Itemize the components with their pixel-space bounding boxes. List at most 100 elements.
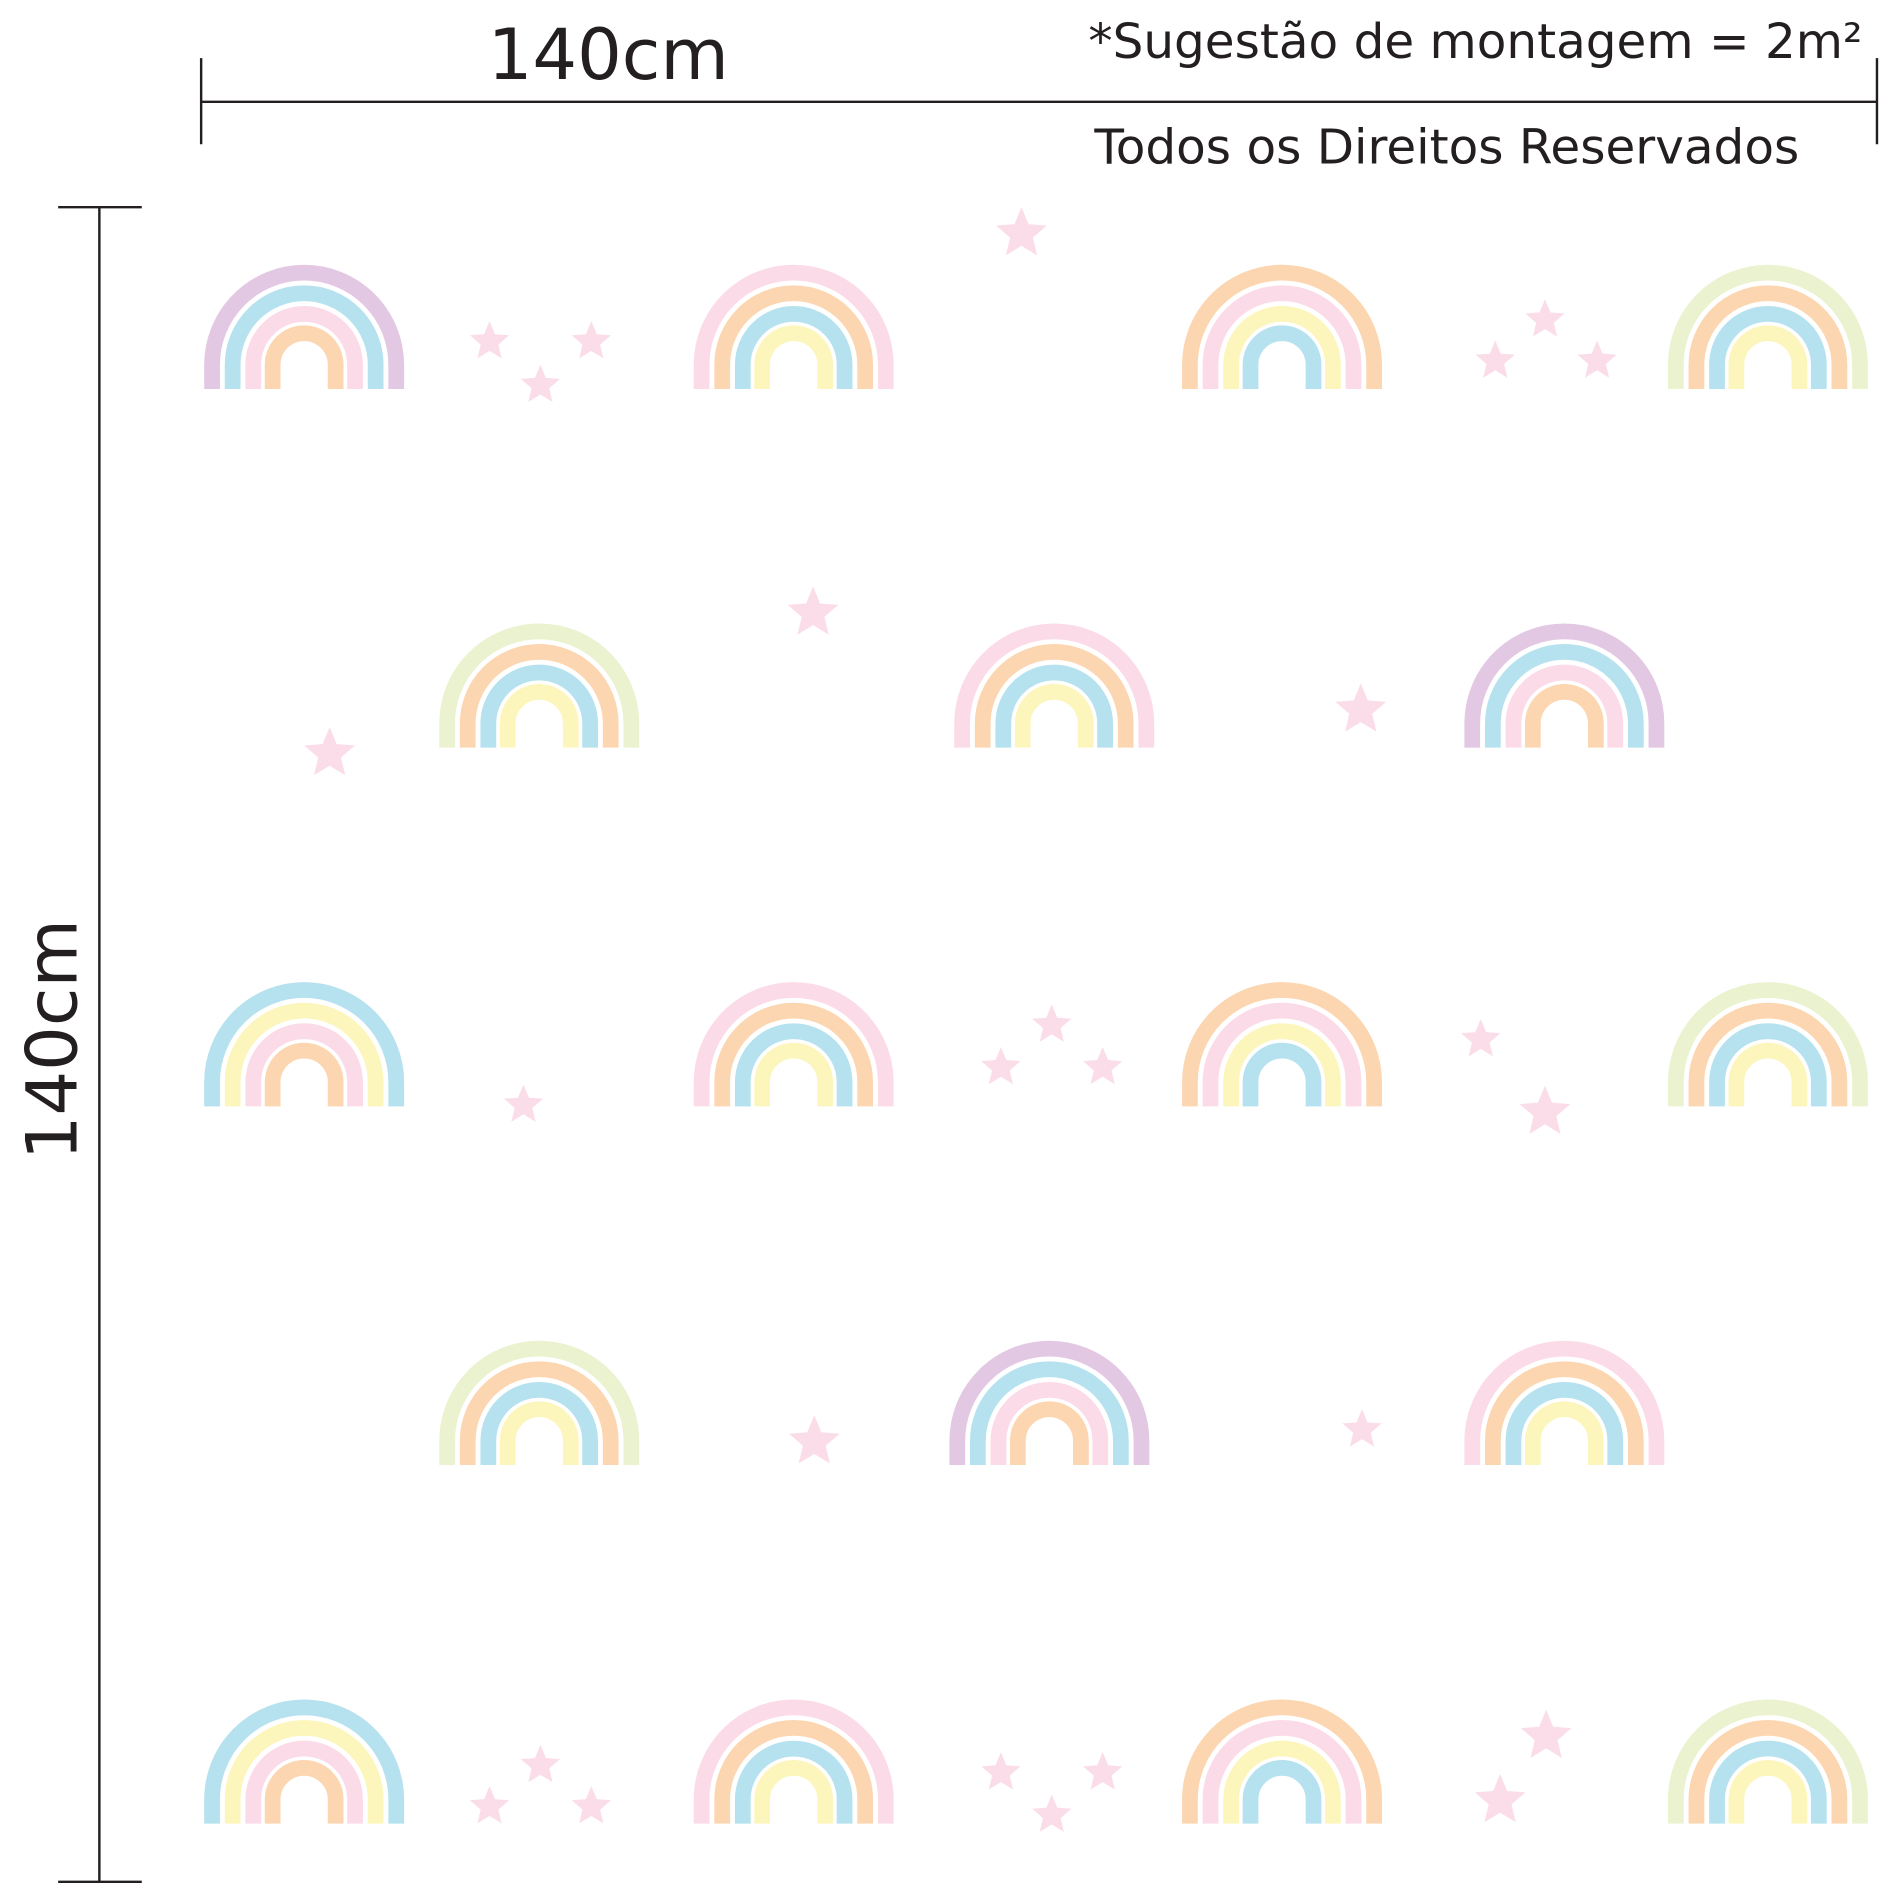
star bbox=[1519, 1085, 1571, 1134]
star bbox=[981, 1046, 1021, 1085]
rainbow-band bbox=[990, 1382, 1109, 1465]
rainbow-band bbox=[1505, 664, 1624, 748]
rainbow-band bbox=[969, 1361, 1129, 1465]
star bbox=[469, 1786, 510, 1824]
rainbow-band bbox=[1728, 1042, 1808, 1107]
rainbow-band bbox=[439, 1340, 640, 1465]
rainbow-band bbox=[734, 1023, 853, 1107]
rainbow-band bbox=[1709, 1023, 1827, 1107]
rainbow-band bbox=[204, 1699, 405, 1824]
rainbow-band bbox=[1709, 306, 1827, 389]
rainbow-band bbox=[1484, 1361, 1644, 1465]
rainbow-band bbox=[224, 285, 384, 389]
rainbow-band bbox=[714, 285, 874, 389]
rainbow-band bbox=[264, 1042, 344, 1107]
rainbow-band bbox=[245, 1023, 363, 1107]
rainbow-band bbox=[754, 1042, 834, 1107]
rainbow-band bbox=[734, 306, 853, 389]
rainbow-band bbox=[1202, 1002, 1362, 1107]
rainbow-band bbox=[264, 325, 344, 389]
rainbow-band bbox=[439, 623, 640, 748]
rainbow-band bbox=[954, 623, 1155, 748]
star bbox=[1474, 1773, 1526, 1823]
rainbow-band bbox=[1667, 982, 1868, 1107]
star bbox=[1525, 299, 1565, 337]
rainbow-band bbox=[1014, 684, 1094, 748]
star bbox=[981, 1752, 1021, 1790]
rainbow-band bbox=[1009, 1401, 1089, 1465]
star bbox=[1475, 340, 1515, 378]
star bbox=[1577, 340, 1617, 378]
rainbow-band bbox=[1464, 1340, 1665, 1465]
rainbow-band bbox=[734, 1740, 853, 1824]
rainbow-band bbox=[499, 684, 579, 748]
star bbox=[304, 727, 355, 776]
star bbox=[1335, 683, 1387, 732]
rainbow-band bbox=[1667, 264, 1868, 389]
rainbow-band bbox=[204, 264, 405, 389]
rainbow-band bbox=[499, 1401, 579, 1465]
height-label: 140cm bbox=[11, 919, 93, 1160]
rainbow-band bbox=[480, 664, 598, 748]
rainbow-band bbox=[693, 264, 894, 389]
rainbow-band bbox=[1688, 285, 1848, 389]
star bbox=[503, 1084, 544, 1122]
rainbow-band bbox=[204, 982, 405, 1107]
rainbow-band bbox=[1667, 1699, 1868, 1824]
star bbox=[1083, 1046, 1123, 1085]
star bbox=[571, 1786, 611, 1824]
star bbox=[787, 586, 839, 635]
rainbow-band bbox=[1688, 1002, 1848, 1107]
rainbow-band bbox=[264, 1760, 344, 1824]
rainbow-band bbox=[693, 1699, 894, 1824]
rainbow-band bbox=[459, 1361, 619, 1465]
rainbow-band bbox=[714, 1002, 874, 1107]
rainbow-band bbox=[480, 1382, 598, 1465]
rainbow-band bbox=[1242, 1042, 1322, 1107]
rainbow-band bbox=[1688, 1720, 1848, 1824]
rainbow-band bbox=[1484, 644, 1644, 748]
rainbow-band bbox=[949, 1340, 1150, 1465]
rainbow-band bbox=[224, 1720, 384, 1824]
rights-note: Todos os Direitos Reservados bbox=[1093, 120, 1799, 176]
rainbow-band bbox=[714, 1720, 874, 1824]
star bbox=[520, 364, 561, 403]
rainbow-band bbox=[1524, 1401, 1604, 1465]
rainbow-band bbox=[1728, 1760, 1808, 1824]
rainbow-band bbox=[1182, 1699, 1382, 1824]
star bbox=[469, 321, 510, 359]
star bbox=[1032, 1004, 1072, 1042]
star bbox=[520, 1744, 561, 1783]
rainbow-band bbox=[245, 306, 363, 389]
rainbow-band bbox=[693, 982, 894, 1107]
rainbow-band bbox=[974, 644, 1134, 748]
rainbow-band bbox=[1223, 1023, 1341, 1107]
rainbow-band bbox=[245, 1740, 363, 1824]
star bbox=[1342, 1409, 1382, 1447]
rainbow-band bbox=[1709, 1740, 1827, 1824]
rainbow-band bbox=[754, 325, 834, 389]
rainbow-band bbox=[754, 1760, 834, 1824]
rainbow-band bbox=[1524, 684, 1604, 748]
rainbow-band bbox=[224, 1002, 384, 1107]
rainbow-band bbox=[1182, 982, 1382, 1107]
rainbow-band bbox=[1223, 1740, 1341, 1824]
rainbow-band bbox=[1182, 264, 1382, 389]
rainbow-band bbox=[1505, 1382, 1624, 1465]
star bbox=[1520, 1709, 1572, 1758]
rainbow-band bbox=[1202, 285, 1362, 389]
star bbox=[571, 321, 611, 359]
star bbox=[1461, 1019, 1501, 1057]
rainbow-band bbox=[995, 664, 1113, 748]
width-label: 140cm bbox=[488, 14, 729, 96]
pattern bbox=[204, 207, 1868, 1832]
rainbow-band bbox=[1223, 306, 1341, 389]
star bbox=[788, 1415, 840, 1464]
rainbow-band bbox=[1464, 623, 1665, 748]
star bbox=[1083, 1752, 1123, 1790]
suggestion-note: *Sugestão de montagem = 2m² bbox=[1088, 14, 1862, 70]
rainbow-band bbox=[459, 644, 619, 748]
rainbow-band bbox=[1242, 1760, 1322, 1824]
